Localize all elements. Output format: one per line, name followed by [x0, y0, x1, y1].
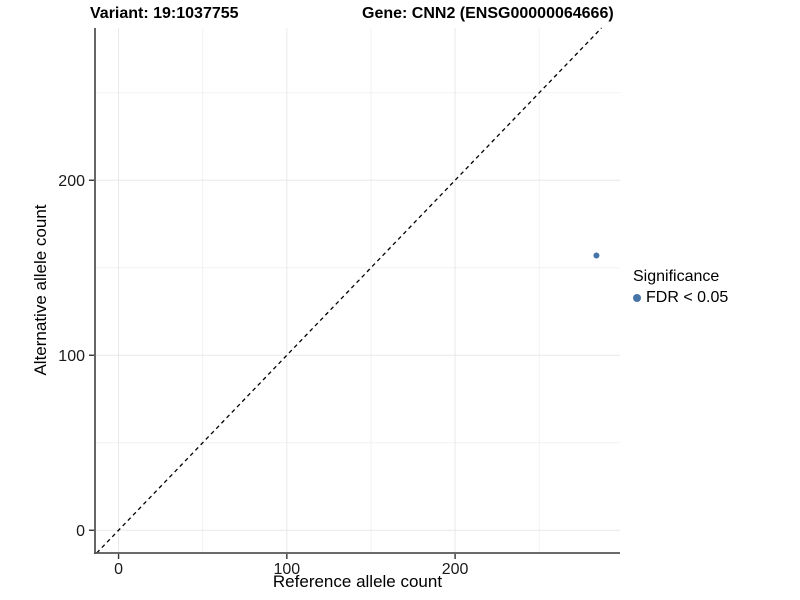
y-tick-label: 200	[58, 173, 85, 190]
legend-item-label: FDR < 0.05	[646, 289, 729, 306]
y-axis-title: Alternative allele count	[31, 204, 50, 376]
x-tick-label: 0	[114, 561, 123, 578]
x-tick-label: 200	[442, 561, 469, 578]
legend-item: FDR < 0.05	[633, 289, 728, 307]
y-tick-label: 0	[76, 523, 85, 540]
y-tick-label: 100	[58, 348, 85, 365]
legend-dot-icon	[633, 294, 641, 302]
gene-title: Gene: CNN2 (ENSG00000064666)	[362, 5, 614, 22]
legend-title: Significance	[633, 268, 720, 285]
legend: Significance FDR < 0.05	[633, 268, 728, 307]
identity-reference-line	[96, 27, 602, 554]
x-axis-title: Reference allele count	[272, 572, 443, 591]
variant-title: Variant: 19:1037755	[90, 5, 239, 22]
x-tick-label: 100	[273, 561, 300, 578]
data-point	[593, 252, 600, 259]
